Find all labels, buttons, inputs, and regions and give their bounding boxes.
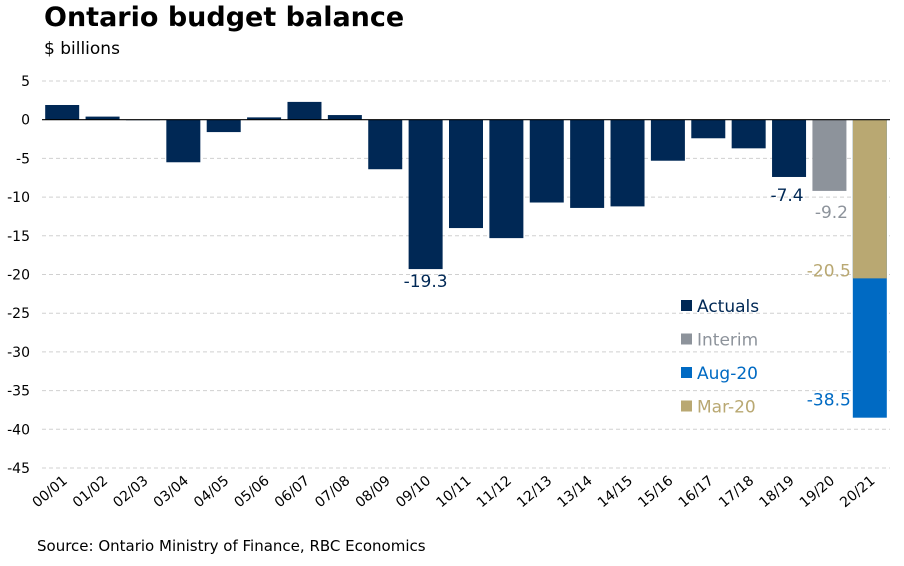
legend-swatch xyxy=(681,367,692,378)
y-tick-label: -5 xyxy=(16,151,30,167)
bar xyxy=(610,119,645,207)
x-tick-label: 00/01 xyxy=(30,473,71,511)
bar xyxy=(812,119,847,191)
x-tick-label: 03/04 xyxy=(151,473,192,511)
bar xyxy=(85,116,120,120)
x-tick-label: 15/16 xyxy=(635,473,676,511)
bar xyxy=(650,119,685,161)
x-tick-label: 07/08 xyxy=(312,473,353,511)
bar xyxy=(772,119,807,177)
x-tick-label: 08/09 xyxy=(353,473,394,511)
legend-label: Actuals xyxy=(697,297,759,317)
bar xyxy=(449,119,483,229)
bar xyxy=(731,119,766,149)
bar xyxy=(166,119,201,163)
chart-title: Ontario budget balance xyxy=(44,2,405,33)
y-tick-label: -10 xyxy=(7,190,30,206)
x-tick-label: 09/10 xyxy=(393,473,434,511)
x-tick-label: 12/13 xyxy=(514,473,555,511)
x-tick-label: 01/02 xyxy=(70,473,111,511)
y-tick-label: -35 xyxy=(7,384,30,400)
y-tick-label: -40 xyxy=(7,422,30,438)
source-note: Source: Ontario Ministry of Finance, RBC… xyxy=(37,537,426,555)
bar xyxy=(489,119,524,239)
bar xyxy=(408,119,443,270)
legend-swatch xyxy=(681,333,692,345)
y-tick-label: -25 xyxy=(7,306,30,322)
legend-label: Mar-20 xyxy=(697,398,756,418)
bar xyxy=(287,101,322,120)
y-tick-label: -30 xyxy=(7,345,30,361)
data-label: -7.4 xyxy=(770,186,803,206)
bar xyxy=(206,119,241,133)
x-tick-label: 20/21 xyxy=(837,473,878,511)
data-label: -19.3 xyxy=(404,272,448,292)
bar xyxy=(368,119,403,170)
x-tick-label: 16/17 xyxy=(676,473,717,511)
x-tick-label: 02/03 xyxy=(110,473,151,511)
y-tick-label: -45 xyxy=(7,461,30,477)
chart-subtitle: $ billions xyxy=(44,39,120,59)
y-tick-label: 0 xyxy=(21,113,30,129)
bar xyxy=(691,119,726,139)
data-label: -38.5 xyxy=(807,391,851,411)
x-tick-label: 06/07 xyxy=(272,473,313,511)
bar xyxy=(852,119,887,279)
bar xyxy=(45,104,80,120)
y-tick-label: 5 xyxy=(21,74,30,90)
x-tick-label: 04/05 xyxy=(191,473,232,511)
x-tick-label: 17/18 xyxy=(716,473,757,511)
x-tick-label: 19/20 xyxy=(797,473,838,511)
x-tick-label: 13/14 xyxy=(555,473,596,511)
bar xyxy=(529,119,564,203)
x-tick-label: 11/12 xyxy=(474,473,515,511)
y-tick-label: -15 xyxy=(7,229,30,245)
bar xyxy=(247,117,282,120)
x-tick-label: 05/06 xyxy=(231,473,272,511)
y-tick-label: -20 xyxy=(7,268,30,284)
x-tick-label: 14/15 xyxy=(595,473,636,511)
legend-label: Aug-20 xyxy=(697,364,758,384)
legend-label: Interim xyxy=(697,331,758,351)
legend-swatch xyxy=(681,300,692,311)
bar xyxy=(570,119,605,208)
data-label: -20.5 xyxy=(807,261,851,281)
x-tick-label: 18/19 xyxy=(756,473,797,511)
x-tick-label: 10/11 xyxy=(433,473,474,511)
bar xyxy=(327,115,362,120)
data-label: -9.2 xyxy=(815,203,848,223)
legend-swatch xyxy=(681,400,692,412)
